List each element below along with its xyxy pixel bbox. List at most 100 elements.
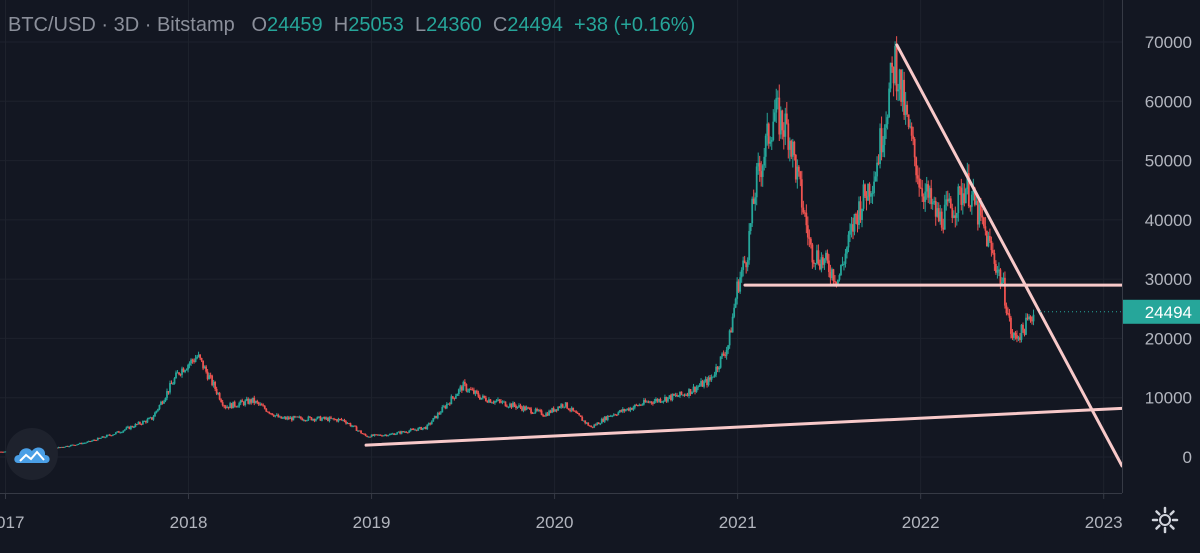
candle-body xyxy=(779,110,782,135)
candle-body xyxy=(588,425,591,427)
candle-body xyxy=(834,281,836,283)
candle-body xyxy=(656,399,659,402)
candle-body xyxy=(166,391,168,399)
x-tick-label: 2017 xyxy=(0,513,24,532)
candle-body xyxy=(955,212,958,218)
gear-icon[interactable] xyxy=(1150,505,1180,535)
candle-body xyxy=(907,114,910,127)
candle-body xyxy=(293,416,296,418)
candle-body xyxy=(670,395,672,400)
candle-body xyxy=(265,408,268,412)
candle-body xyxy=(841,264,844,266)
candle-body xyxy=(447,403,450,405)
candle-body xyxy=(241,400,244,402)
candle-body xyxy=(382,435,385,437)
candle-body xyxy=(152,416,155,420)
candle-body xyxy=(991,250,994,253)
candle-body xyxy=(632,407,635,410)
price-series xyxy=(0,36,1035,453)
candle-body xyxy=(982,217,985,227)
candle-body xyxy=(985,230,988,247)
candle-body xyxy=(503,401,505,403)
candle-body xyxy=(719,356,722,368)
candle-body xyxy=(387,435,390,437)
candle-body xyxy=(394,434,397,436)
candle-body xyxy=(794,154,797,180)
candle-body xyxy=(501,401,504,403)
candle-body xyxy=(889,62,892,89)
candle-body xyxy=(655,399,657,402)
interval-label[interactable]: 3D xyxy=(113,14,140,36)
candle-body xyxy=(480,397,483,400)
candle-body xyxy=(405,431,408,433)
candle-body xyxy=(151,417,153,420)
candle-body xyxy=(459,386,462,390)
candle-body xyxy=(465,384,468,391)
candle-body xyxy=(271,413,274,416)
close-value: 24494 xyxy=(507,14,563,36)
symbol-name[interactable]: BTC/USD xyxy=(8,14,96,36)
candle-body xyxy=(518,405,520,407)
candle-body xyxy=(257,402,260,405)
candle-body xyxy=(683,394,686,396)
candle-body xyxy=(582,420,585,422)
candle-body xyxy=(62,446,65,448)
candle-body xyxy=(119,432,122,434)
candle-body xyxy=(611,415,614,417)
candle-body xyxy=(966,173,969,189)
cloud-mountain-icon[interactable] xyxy=(6,428,58,480)
candle-body xyxy=(122,430,125,433)
candle-body xyxy=(128,426,131,430)
candle-body xyxy=(427,423,430,425)
candle-body xyxy=(925,184,928,192)
candle-body xyxy=(829,271,832,279)
candle-body xyxy=(116,431,119,433)
last-price-label: 24494 xyxy=(1145,303,1192,322)
candle-body xyxy=(489,399,492,403)
candle-body xyxy=(299,416,302,419)
candle-body xyxy=(132,427,135,429)
candle-body xyxy=(924,191,927,202)
candle-body xyxy=(536,408,538,411)
candle-body xyxy=(901,79,904,102)
candle-body xyxy=(691,391,693,395)
candle-body xyxy=(1029,316,1032,320)
x-tick-label: 2020 xyxy=(536,513,574,532)
candle-body xyxy=(575,411,578,414)
candle-body xyxy=(93,439,96,441)
candle-body xyxy=(978,204,981,225)
x-tick-label: 2023 xyxy=(1085,513,1123,532)
candle-body xyxy=(315,419,317,421)
candle-body xyxy=(1026,317,1029,320)
candle-body xyxy=(757,162,760,167)
candle-body xyxy=(313,418,316,421)
candle-body xyxy=(412,429,415,431)
candle-body xyxy=(909,126,912,128)
candle-body xyxy=(876,162,878,177)
candle-body xyxy=(208,375,211,380)
candle-body xyxy=(764,135,767,157)
candle-body xyxy=(349,423,352,427)
candle-body xyxy=(937,208,940,222)
candle-body xyxy=(316,416,319,420)
candle-body xyxy=(84,442,87,444)
candle-body xyxy=(700,381,702,386)
candle-body xyxy=(952,215,955,218)
candle-body xyxy=(259,404,262,406)
candle-body xyxy=(531,412,534,414)
candle-body xyxy=(302,420,305,422)
candle-body xyxy=(570,407,573,411)
candle-body xyxy=(471,389,474,391)
candle-body xyxy=(724,355,727,357)
candle-body xyxy=(636,405,639,407)
candle-body xyxy=(904,104,907,116)
candle-body xyxy=(999,269,1002,284)
candle-body xyxy=(117,431,120,433)
candle-body xyxy=(515,405,517,409)
candle-body xyxy=(626,408,629,410)
candle-body xyxy=(1031,319,1033,322)
candle-body xyxy=(381,435,384,437)
candle-body xyxy=(351,426,353,428)
candle-body xyxy=(951,208,954,218)
